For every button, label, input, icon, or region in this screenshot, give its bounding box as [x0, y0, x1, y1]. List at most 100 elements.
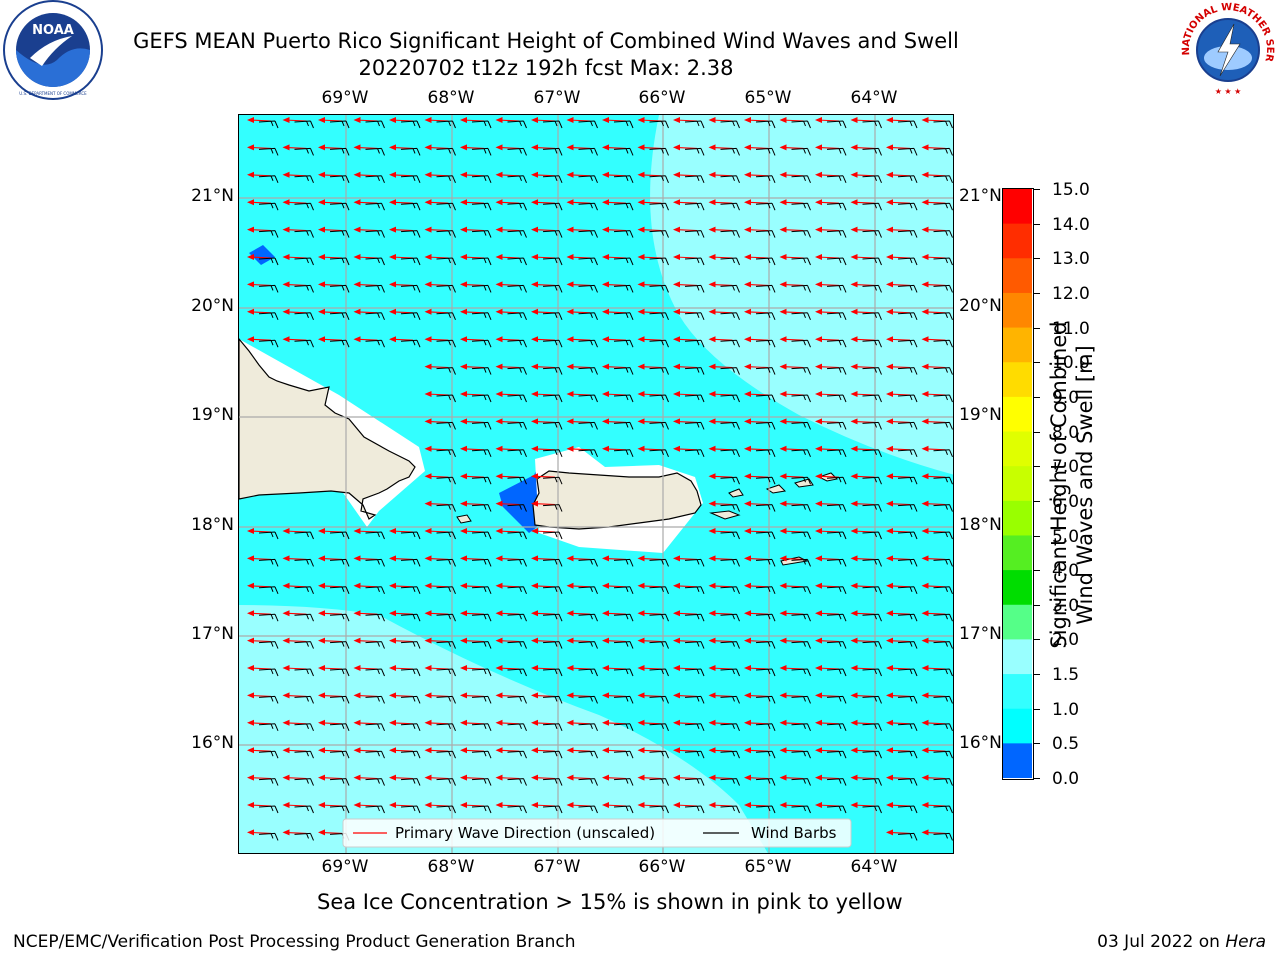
wave-direction-arrowhead: [495, 418, 503, 425]
wind-barb: [471, 695, 492, 704]
colorbar-title-line1: Significant Height of Combined: [1047, 321, 1071, 649]
wave-direction-arrowhead: [602, 117, 609, 123]
wind-barb: [826, 668, 847, 677]
wave-direction-arrowhead: [247, 774, 254, 781]
wind-barb: [542, 257, 563, 266]
wind-barb: [507, 230, 527, 238]
wind-barb: [826, 312, 847, 320]
wind-barb: [365, 805, 385, 814]
wave-direction-arrowhead: [247, 719, 254, 726]
wind-barb: [862, 778, 882, 786]
wave-direction-arrowhead: [637, 582, 645, 589]
colorbar-tick: [1034, 396, 1040, 398]
wind-barb: [578, 339, 598, 348]
wave-direction-arrowhead: [353, 117, 361, 123]
wind-barb: [720, 504, 740, 512]
lon-label-top: 68°W: [427, 88, 475, 108]
wind-barb: [933, 723, 953, 731]
wind-barb: [862, 476, 882, 485]
wave-direction-arrowhead: [815, 117, 822, 123]
wave-direction-arrowhead: [673, 308, 680, 315]
wave-direction-arrowhead: [708, 418, 716, 425]
wind-barb: [294, 147, 314, 156]
wind-barb: [578, 257, 598, 266]
wave-direction-arrowhead: [886, 144, 893, 151]
wave-direction-arrowhead: [815, 254, 822, 260]
wind-barb: [507, 750, 527, 759]
wave-direction-arrowhead: [637, 802, 645, 808]
wind-barb: [684, 723, 705, 731]
colorbar-tick-label: 15.0: [1052, 180, 1090, 200]
wave-direction-arrowhead: [531, 308, 538, 315]
wind-barb: [471, 202, 492, 211]
lat-label-right: 19°N: [959, 405, 1002, 425]
wave-direction-arrowhead: [886, 473, 893, 480]
wave-direction-arrowhead: [815, 582, 822, 589]
wind-barb: [294, 531, 314, 540]
wind-barb: [258, 312, 279, 320]
wind-barb: [436, 558, 456, 567]
wind-barb: [720, 476, 740, 485]
wave-direction-arrowhead: [460, 637, 467, 644]
colorbar-tick: [1034, 258, 1040, 260]
wind-barb: [791, 449, 811, 457]
wave-direction-arrowhead: [779, 199, 787, 206]
wind-barb: [897, 120, 918, 129]
legend-barb-label: Wind Barbs: [751, 824, 837, 842]
wind-barb: [507, 668, 527, 677]
wave-direction-arrowhead: [247, 528, 254, 534]
footer-host: Hera: [1225, 932, 1266, 952]
wave-direction-arrowhead: [921, 802, 929, 808]
wind-barb: [826, 750, 847, 759]
wind-barb: [294, 832, 314, 841]
wave-direction-arrowhead: [353, 719, 361, 726]
wind-barb: [791, 668, 811, 677]
wind-barb: [578, 449, 598, 457]
wave-direction-arrowhead: [424, 528, 432, 534]
wave-direction-arrowhead: [389, 281, 396, 288]
wind-barb: [471, 175, 492, 183]
wind-barb: [542, 339, 563, 348]
wave-direction-arrowhead: [779, 665, 787, 671]
wave-direction-arrowhead: [744, 747, 751, 754]
wave-direction-arrowhead: [353, 171, 361, 178]
wave-direction-arrowhead: [531, 171, 538, 178]
wave-direction-arrowhead: [744, 528, 751, 534]
wind-barb: [436, 312, 456, 320]
wave-direction-arrowhead: [602, 445, 609, 452]
wind-barb: [862, 394, 882, 403]
wind-barb: [755, 613, 776, 622]
wind-barb: [720, 367, 740, 375]
wind-barb: [436, 120, 456, 129]
wind-barb: [436, 394, 456, 403]
wave-direction-arrowhead: [886, 363, 893, 370]
wind-barb: [826, 558, 847, 567]
wave-direction-arrowhead: [353, 582, 361, 589]
wind-barb: [471, 449, 492, 457]
wind-barb: [507, 257, 527, 266]
wind-barb: [897, 586, 918, 594]
wind-barb: [542, 367, 563, 375]
wave-direction-arrowhead: [460, 774, 467, 781]
wave-direction-arrowhead: [815, 637, 822, 644]
wind-barb: [613, 230, 634, 238]
colorbar-tick-label: 7.0: [1052, 457, 1080, 478]
wind-barb: [436, 641, 456, 649]
wind-barb: [294, 778, 314, 786]
wave-direction-arrowhead: [886, 391, 893, 397]
wind-barb: [862, 586, 882, 594]
wind-barb: [649, 202, 669, 211]
wave-direction-arrowhead: [247, 802, 254, 808]
wind-barb: [755, 421, 776, 430]
wave-direction-arrowhead: [886, 719, 893, 726]
wind-barb: [791, 339, 811, 348]
wave-direction-arrowhead: [637, 254, 645, 260]
wave-direction-arrowhead: [424, 692, 432, 699]
wind-barb: [471, 284, 492, 293]
wind-barb: [933, 257, 953, 266]
colorbar-title: Significant Height of Combined Wind Wave…: [1046, 235, 1098, 735]
wave-direction-arrowhead: [247, 281, 254, 288]
wave-direction-arrowhead: [708, 226, 716, 233]
wave-direction-arrowhead: [779, 363, 787, 370]
wave-direction-arrowhead: [921, 117, 929, 123]
